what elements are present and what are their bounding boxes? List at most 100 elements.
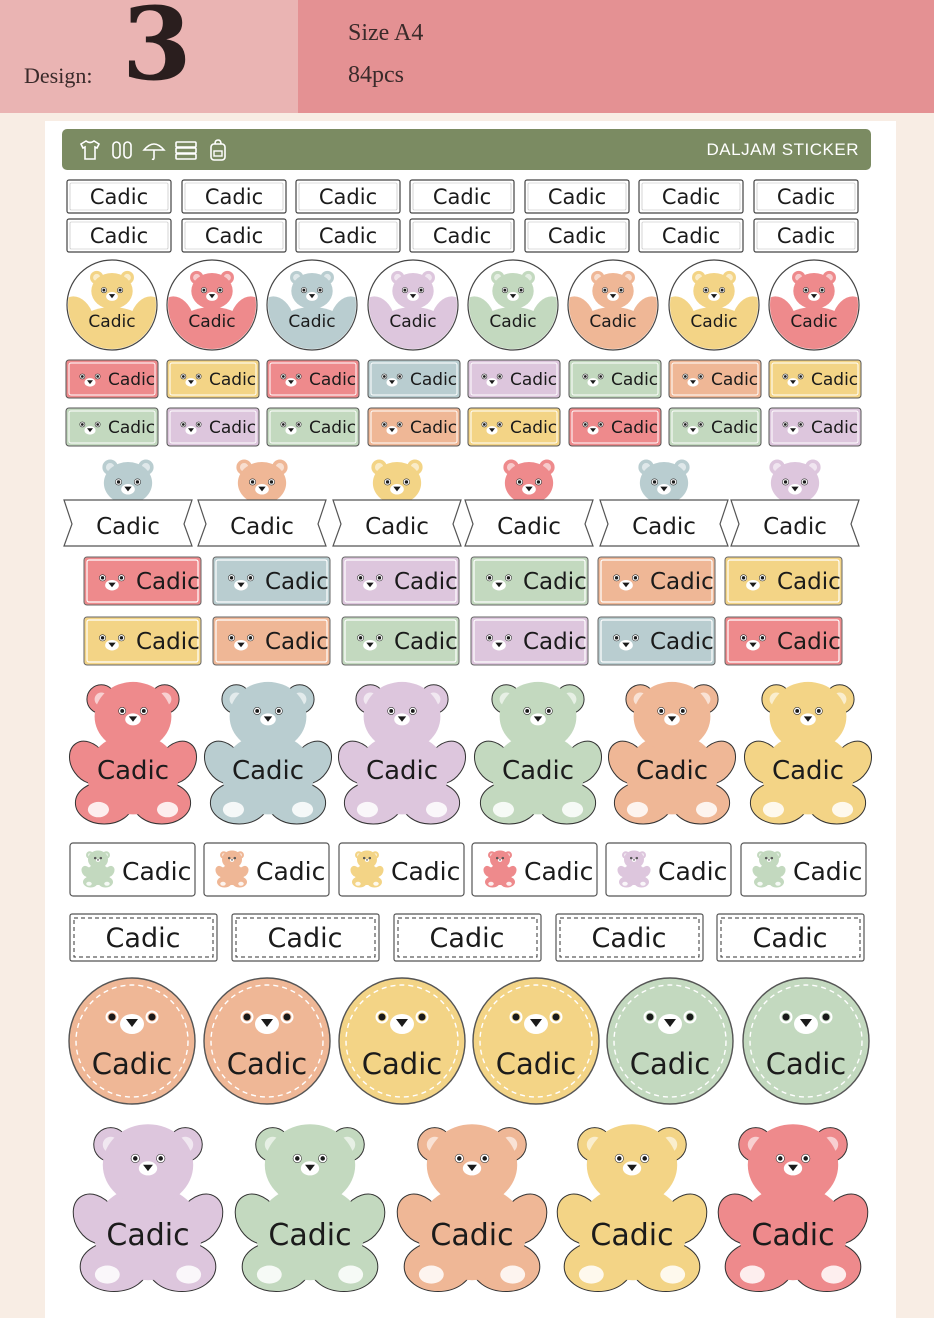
tag-sticker [470, 616, 589, 666]
name-label-rect [295, 179, 401, 214]
big-bear-label: Cadic [430, 1218, 514, 1254]
mini-bear-label-sticker [338, 842, 465, 897]
big-bear-label: Cadic [751, 1218, 835, 1254]
dashed-label-sticker [716, 913, 865, 962]
name-label-rect [66, 179, 172, 214]
small-tag-label: Cadic [410, 418, 458, 439]
bear-shape-label: Cadic [501, 755, 575, 786]
ribbon-bear-label: Cadic [632, 513, 696, 540]
big-bear-label: Cadic [590, 1218, 674, 1254]
rect-label-text: Cadic [204, 223, 264, 248]
name-label-rect [638, 179, 744, 214]
small-tag-label: Cadic [309, 418, 357, 439]
bear-shape-sticker [337, 681, 467, 825]
mini-bear-label-text: Cadic [524, 856, 594, 886]
small-tag-label: Cadic [811, 418, 859, 439]
books-icon [175, 141, 197, 160]
header-right-panel [298, 0, 934, 113]
tag-label: Cadic [523, 568, 587, 595]
small-tag-sticker [65, 407, 159, 447]
bear-shape-sticker [203, 681, 333, 825]
small-tag-label: Cadic [410, 370, 458, 391]
rect-label-text: Cadic [661, 223, 721, 248]
mini-bear-label-text: Cadic [391, 856, 461, 886]
backpack-icon [210, 139, 226, 161]
tag-label: Cadic [136, 628, 200, 655]
tag-sticker [212, 556, 331, 606]
round-bear-sticker [467, 259, 559, 351]
circle-badge-sticker [338, 977, 466, 1105]
big-bear-sticker [396, 1124, 548, 1293]
dashed-label-sticker [69, 913, 218, 962]
circle-badge-label: Cadic [91, 1047, 173, 1082]
circle-badge-sticker [742, 977, 870, 1105]
banner-title: DALJAM STICKER [706, 140, 859, 159]
rect-label-text: Cadic [776, 184, 836, 209]
tag-sticker [83, 616, 202, 666]
small-tag-sticker [768, 359, 862, 399]
tag-sticker [341, 556, 460, 606]
big-bear-sticker [234, 1124, 386, 1293]
rect-label-text: Cadic [432, 223, 492, 248]
dashed-label-sticker [393, 913, 542, 962]
round-bear-sticker [66, 259, 158, 351]
tag-sticker [597, 556, 716, 606]
dashed-label-text: Cadic [591, 923, 667, 955]
shoes-icon [112, 141, 132, 159]
small-tag-sticker [467, 407, 561, 447]
round-bear-sticker [567, 259, 659, 351]
small-tag-sticker [467, 359, 561, 399]
circle-badge-sticker [472, 977, 600, 1105]
name-label-rect [524, 218, 630, 253]
small-tag-label: Cadic [309, 370, 357, 391]
mini-bear-label-text: Cadic [256, 856, 326, 886]
circle-badge-label: Cadic [361, 1047, 443, 1082]
round-bear-label: Cadic [589, 312, 637, 333]
circle-badge-label: Cadic [226, 1047, 308, 1082]
small-tag-sticker [166, 407, 260, 447]
ribbon-bear-sticker [730, 458, 860, 547]
small-tag-sticker [668, 407, 762, 447]
dashed-label-text: Cadic [429, 923, 505, 955]
small-tag-label: Cadic [510, 370, 558, 391]
dashed-label-sticker [231, 913, 380, 962]
tag-sticker [341, 616, 460, 666]
brand-banner: DALJAM STICKER [62, 129, 871, 170]
tag-label: Cadic [777, 568, 841, 595]
circle-badge-label: Cadic [765, 1047, 847, 1082]
rect-label-text: Cadic [661, 184, 721, 209]
ribbon-bear-sticker [63, 458, 193, 547]
small-tag-label: Cadic [611, 370, 659, 391]
mini-bear-label-text: Cadic [122, 856, 192, 886]
dashed-label-text: Cadic [752, 923, 828, 955]
big-bear-sticker [72, 1124, 224, 1293]
small-tag-label: Cadic [209, 370, 257, 391]
name-label-rect [638, 218, 744, 253]
umbrella-icon [142, 143, 166, 161]
small-tag-sticker [65, 359, 159, 399]
circle-badge-sticker [203, 977, 331, 1105]
name-label-rect [295, 218, 401, 253]
tag-sticker [470, 556, 589, 606]
small-tag-sticker [166, 359, 260, 399]
circle-badge-label: Cadic [629, 1047, 711, 1082]
round-bear-label: Cadic [790, 312, 838, 333]
tag-label: Cadic [265, 628, 329, 655]
round-bear-label: Cadic [88, 312, 136, 333]
ribbon-bear-label: Cadic [96, 513, 160, 540]
round-bear-label: Cadic [288, 312, 336, 333]
tag-label: Cadic [777, 628, 841, 655]
rect-label-text: Cadic [547, 184, 607, 209]
header-left-panel [0, 0, 298, 113]
round-bear-sticker [266, 259, 358, 351]
rect-label-text: Cadic [432, 184, 492, 209]
rect-label-text: Cadic [776, 223, 836, 248]
ribbon-bear-sticker [464, 458, 594, 547]
bear-shape-sticker [743, 681, 873, 825]
small-tag-label: Cadic [209, 418, 257, 439]
mini-bear-label-text: Cadic [793, 856, 863, 886]
count-text: 84pcs [348, 62, 404, 88]
rect-label-text: Cadic [547, 223, 607, 248]
rect-label-text: Cadic [89, 184, 149, 209]
big-bear-label: Cadic [106, 1218, 190, 1254]
